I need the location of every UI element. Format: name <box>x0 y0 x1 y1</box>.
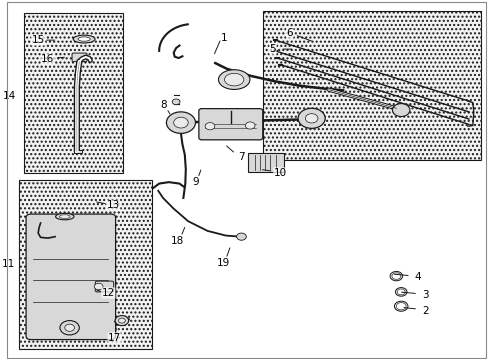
Text: 11: 11 <box>1 259 15 269</box>
Text: 17: 17 <box>108 333 121 343</box>
Bar <box>23 13 122 173</box>
Ellipse shape <box>218 70 249 89</box>
Circle shape <box>394 301 407 311</box>
Text: 3: 3 <box>421 290 428 300</box>
Circle shape <box>389 271 402 281</box>
Circle shape <box>236 233 246 240</box>
Circle shape <box>245 122 254 129</box>
Text: 6: 6 <box>286 28 293 38</box>
FancyBboxPatch shape <box>199 109 262 140</box>
FancyBboxPatch shape <box>95 281 113 292</box>
Text: 13: 13 <box>106 200 120 210</box>
Circle shape <box>64 324 74 331</box>
Circle shape <box>396 289 404 295</box>
Circle shape <box>392 104 409 117</box>
Text: 2: 2 <box>421 306 428 316</box>
Circle shape <box>305 114 317 123</box>
Text: 18: 18 <box>171 236 184 246</box>
Bar <box>19 180 152 348</box>
Text: 1: 1 <box>221 33 227 43</box>
Text: 8: 8 <box>161 100 167 110</box>
Circle shape <box>205 123 214 130</box>
Ellipse shape <box>60 215 70 219</box>
Circle shape <box>60 320 79 335</box>
Text: 9: 9 <box>192 177 199 187</box>
Ellipse shape <box>78 37 90 41</box>
Bar <box>263 12 480 160</box>
Ellipse shape <box>56 213 74 220</box>
Ellipse shape <box>73 35 95 43</box>
Text: 10: 10 <box>273 168 286 178</box>
Circle shape <box>396 303 405 310</box>
Circle shape <box>173 117 188 128</box>
Circle shape <box>391 273 400 279</box>
Circle shape <box>94 283 103 290</box>
FancyBboxPatch shape <box>26 214 115 339</box>
Circle shape <box>172 99 180 105</box>
FancyBboxPatch shape <box>72 53 87 62</box>
Circle shape <box>166 112 195 134</box>
Text: 12: 12 <box>102 288 115 298</box>
Text: 19: 19 <box>216 258 229 268</box>
Text: 5: 5 <box>269 44 276 54</box>
Ellipse shape <box>115 316 128 325</box>
Ellipse shape <box>118 318 125 323</box>
Text: 14: 14 <box>2 91 16 101</box>
FancyBboxPatch shape <box>247 153 283 172</box>
Text: 7: 7 <box>238 152 244 162</box>
Text: 4: 4 <box>414 272 421 282</box>
Text: 16: 16 <box>41 54 54 64</box>
Circle shape <box>395 288 406 296</box>
Bar <box>73 149 82 153</box>
Ellipse shape <box>224 73 244 86</box>
Circle shape <box>298 108 325 129</box>
Polygon shape <box>240 234 245 239</box>
Text: 15: 15 <box>32 35 45 45</box>
